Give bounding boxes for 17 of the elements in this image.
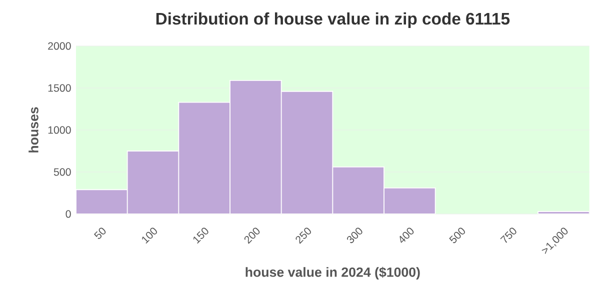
x-tick-label: 50 xyxy=(94,228,106,239)
y-tick-label: 0 xyxy=(66,210,71,218)
y-axis-title: houses xyxy=(28,107,38,152)
x-tick-label: 250 xyxy=(296,228,311,244)
y-tick-label: 1500 xyxy=(48,84,71,92)
x-axis-title: house value in 2024 ($1000) xyxy=(246,266,420,280)
x-tick-label: 750 xyxy=(500,228,516,243)
y-tick-label: 500 xyxy=(54,168,71,176)
x-tick-label: 400 xyxy=(400,228,414,243)
y-tick-label: 1000 xyxy=(48,126,71,134)
chart-title: Distribution of house value in zip code 61115 xyxy=(156,12,510,28)
y-tick-label: 2000 xyxy=(48,42,71,50)
x-tick-label: 500 xyxy=(449,228,465,244)
x-tick-label: 150 xyxy=(193,228,208,244)
x-tick-label: 300 xyxy=(346,228,362,244)
x-tick-label: 200 xyxy=(244,228,260,244)
x-tick-label: 100 xyxy=(142,228,157,244)
